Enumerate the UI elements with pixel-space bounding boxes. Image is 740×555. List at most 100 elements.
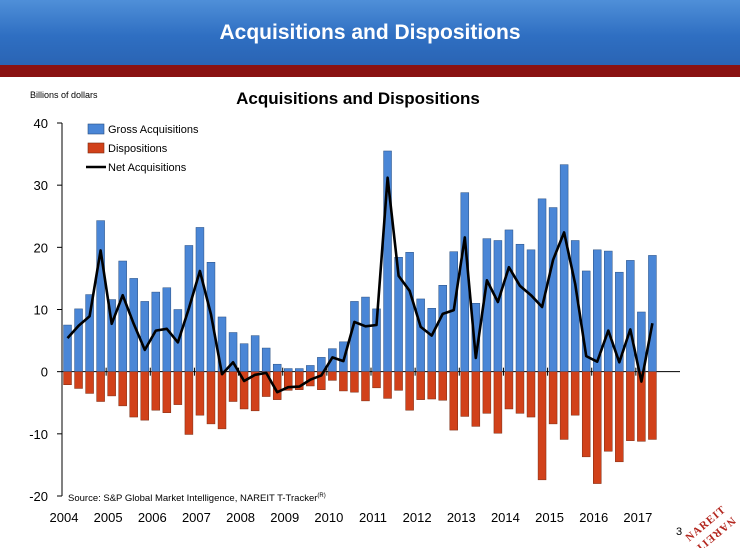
gross-bar <box>438 285 447 372</box>
source-text: Source: S&P Global Market Intelligence, … <box>68 493 317 504</box>
disposition-bar <box>615 371 624 463</box>
gross-bar <box>261 347 271 372</box>
y-axis-label: Billions of dollars <box>30 90 98 100</box>
y-tick-label: 0 <box>41 365 48 380</box>
gross-bar <box>272 363 282 372</box>
disposition-bar <box>416 371 425 400</box>
legend-swatch-dispositions <box>87 142 105 154</box>
disposition-bar <box>151 371 161 411</box>
disposition-bar <box>593 371 602 484</box>
x-ticks: 2004 2005 2006 2007 2008 2009 2010 2011 2012 2013… <box>50 367 652 525</box>
gross-bar <box>515 243 525 372</box>
disposition-bar <box>626 371 635 441</box>
disposition-bar <box>328 371 337 381</box>
x-tick-label: 2009 <box>270 510 299 525</box>
gross-bar <box>295 368 304 372</box>
disposition-bar <box>493 371 503 434</box>
gross-bar <box>350 301 359 372</box>
gross-bar <box>559 164 569 372</box>
x-tick-label: 2017 <box>623 510 652 525</box>
gross-bar <box>548 207 558 372</box>
gross-bar <box>648 255 657 372</box>
x-tick-label: 2015 <box>535 510 564 525</box>
gross-bar <box>604 250 613 372</box>
gross-bar <box>405 252 414 372</box>
gross-bar <box>306 365 315 372</box>
disposition-bar <box>96 371 105 402</box>
x-tick-label: 2014 <box>491 510 520 525</box>
disposition-bar <box>372 371 381 389</box>
accent-bar <box>0 65 740 77</box>
x-tick-label: 2016 <box>579 510 608 525</box>
gross-bar <box>284 368 293 372</box>
chart-title: Acquisitions and Dispositions <box>236 89 480 108</box>
disposition-bars <box>63 371 657 484</box>
y-tick-label: 20 <box>34 240 48 255</box>
legend-swatch-gross <box>87 123 105 135</box>
disposition-bar <box>284 371 293 391</box>
y-tick-label: -20 <box>29 489 48 504</box>
legend: Gross Acquisitions Dispositions Net Acqu… <box>86 123 199 174</box>
disposition-bar <box>206 371 216 425</box>
disposition-bar <box>537 371 547 481</box>
gross-bar <box>526 249 536 372</box>
net-acquisitions-line <box>66 176 654 394</box>
gross-bar <box>537 198 547 372</box>
x-tick-label: 2007 <box>182 510 211 525</box>
x-tick-label: 2011 <box>359 510 387 525</box>
disposition-bar <box>515 371 525 414</box>
gross-bar <box>493 240 503 372</box>
gross-bar <box>118 260 127 372</box>
disposition-bar <box>581 371 591 458</box>
page-number: 3 <box>676 526 683 538</box>
disposition-bar <box>317 371 326 390</box>
nareit-logo-icon: NAREIT NAREIT <box>684 503 736 548</box>
gross-bar <box>427 308 436 372</box>
gross-bar <box>626 260 635 372</box>
disposition-bar <box>107 371 116 397</box>
disposition-bar <box>504 371 514 410</box>
disposition-bar <box>394 371 403 391</box>
disposition-bar <box>405 371 414 411</box>
y-tick-label: -10 <box>29 427 48 442</box>
disposition-bar <box>118 371 127 407</box>
disposition-bar <box>140 371 149 421</box>
disposition-bar <box>295 371 304 390</box>
disposition-bar <box>250 371 260 412</box>
disposition-bar <box>173 371 183 405</box>
x-tick-label: 2012 <box>403 510 432 525</box>
disposition-bar <box>361 371 370 402</box>
gross-bar <box>96 220 105 372</box>
y-ticks: -20 -10 0 10 20 30 40 <box>29 116 62 504</box>
gross-bar <box>504 229 514 372</box>
y-tick-label: 30 <box>34 178 48 193</box>
gross-bar <box>74 308 83 372</box>
x-tick-label: 2006 <box>138 510 167 525</box>
y-tick-label: 10 <box>34 303 48 318</box>
disposition-bar <box>637 371 646 442</box>
gross-bar <box>140 301 149 372</box>
legend-label-net: Net Acquisitions <box>108 162 187 174</box>
disposition-bar <box>570 371 580 416</box>
disposition-bar <box>195 371 205 416</box>
disposition-bar <box>63 371 72 385</box>
gross-bar <box>416 298 425 372</box>
disposition-bar <box>438 371 447 401</box>
disposition-bar <box>460 371 470 417</box>
disposition-bar <box>526 371 536 418</box>
disposition-bar <box>339 371 348 392</box>
disposition-bar <box>548 371 558 425</box>
disposition-bar <box>559 371 569 440</box>
disposition-bar <box>239 371 249 410</box>
source-superscript: (R) <box>317 493 325 499</box>
disposition-bar <box>228 371 238 402</box>
x-tick-label: 2010 <box>314 510 343 525</box>
disposition-bar <box>604 371 613 452</box>
disposition-bar <box>648 371 657 440</box>
gross-bar <box>63 324 72 372</box>
gross-bar <box>239 343 249 372</box>
source-note: Source: S&P Global Market Intelligence, … <box>68 493 326 504</box>
y-tick-label: 40 <box>34 116 48 131</box>
disposition-bar <box>162 371 172 413</box>
x-tick-label: 2008 <box>226 510 255 525</box>
